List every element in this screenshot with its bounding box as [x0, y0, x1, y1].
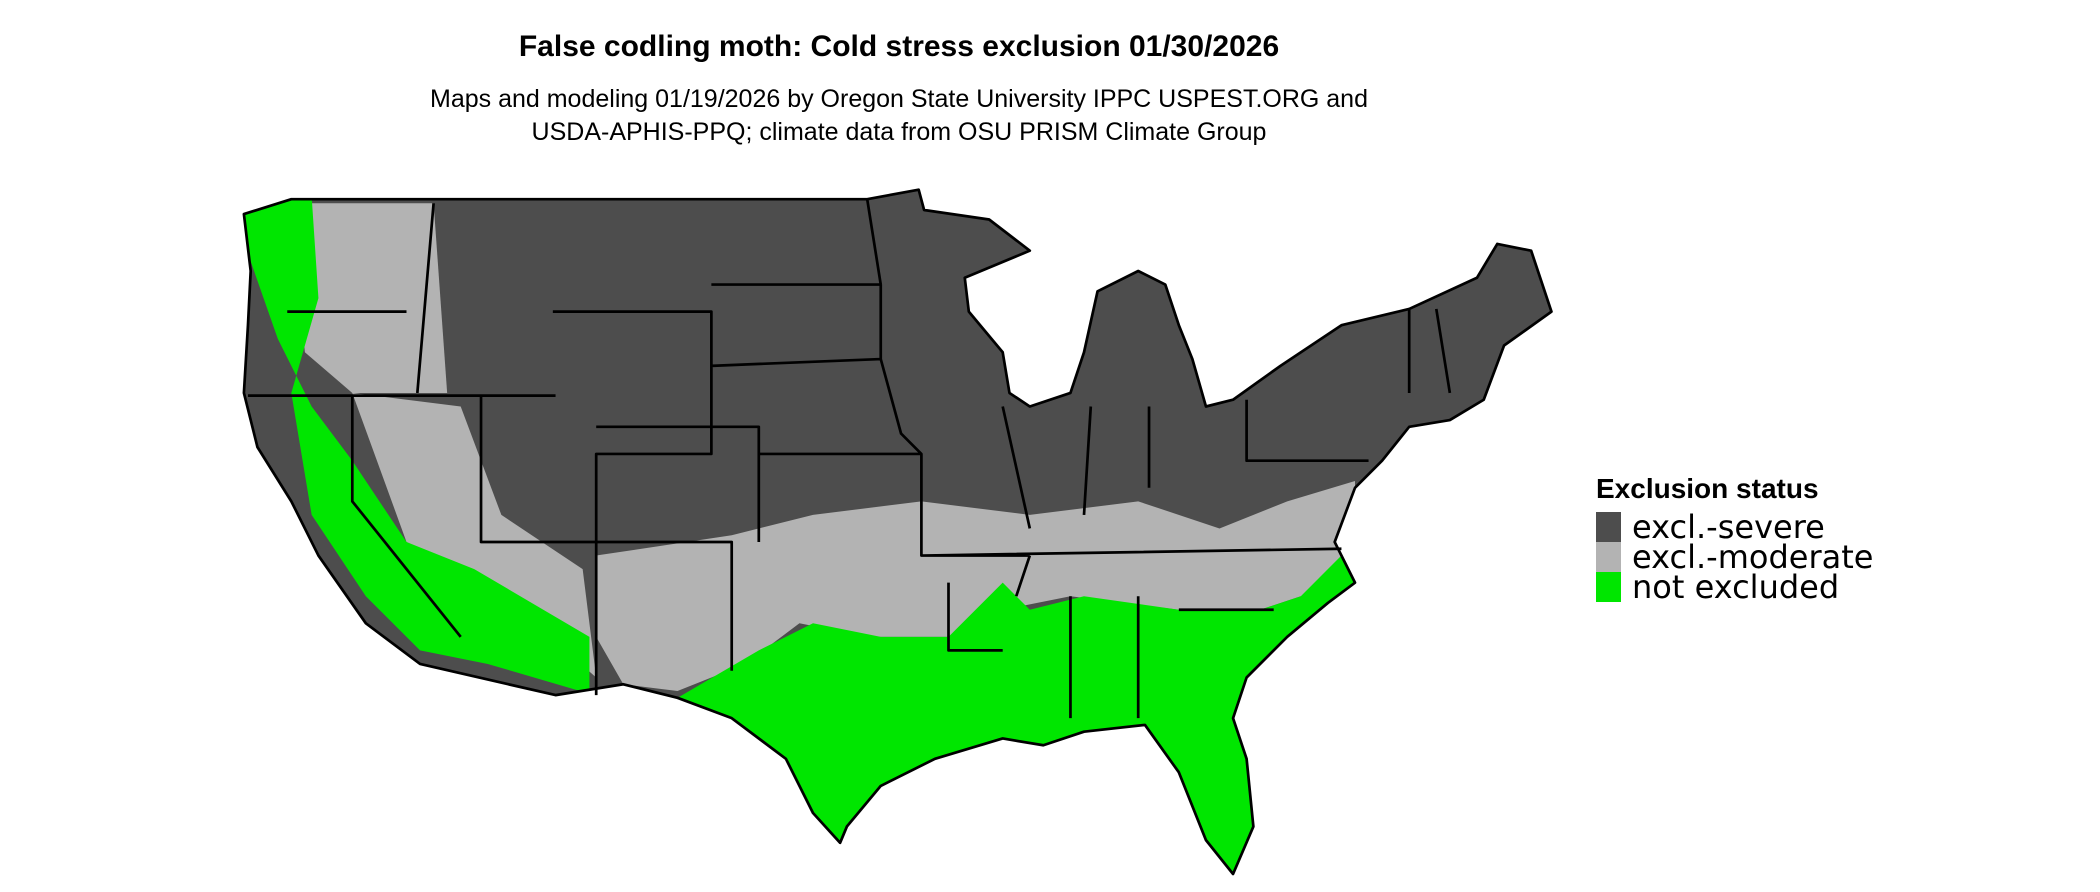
us-outline: [242, 188, 1553, 876]
map: [242, 188, 1553, 876]
legend-label: excl.-moderate: [1632, 538, 1873, 576]
region-not-excluded: [243, 196, 590, 694]
legend-label: not excluded: [1632, 568, 1839, 606]
state-boundaries: [247, 198, 1452, 719]
region-moderate: [596, 481, 1355, 692]
legend-title: Exclusion status: [1596, 473, 1819, 504]
subtitle-line: Maps and modeling 01/19/2026 by Oregon S…: [430, 85, 1368, 113]
legend-label: excl.-severe: [1632, 508, 1825, 546]
title: False codling moth: Cold stress exclusio…: [519, 30, 1279, 63]
subtitle-line: USDA-APHIS-PPQ; climate data from OSU PR…: [532, 118, 1267, 146]
region-moderate: [291, 203, 448, 393]
region-not-excluded: [677, 555, 1369, 874]
legend-swatch: [1596, 512, 1621, 542]
legend-swatch: [1596, 572, 1621, 602]
legend-swatch: [1596, 542, 1621, 572]
